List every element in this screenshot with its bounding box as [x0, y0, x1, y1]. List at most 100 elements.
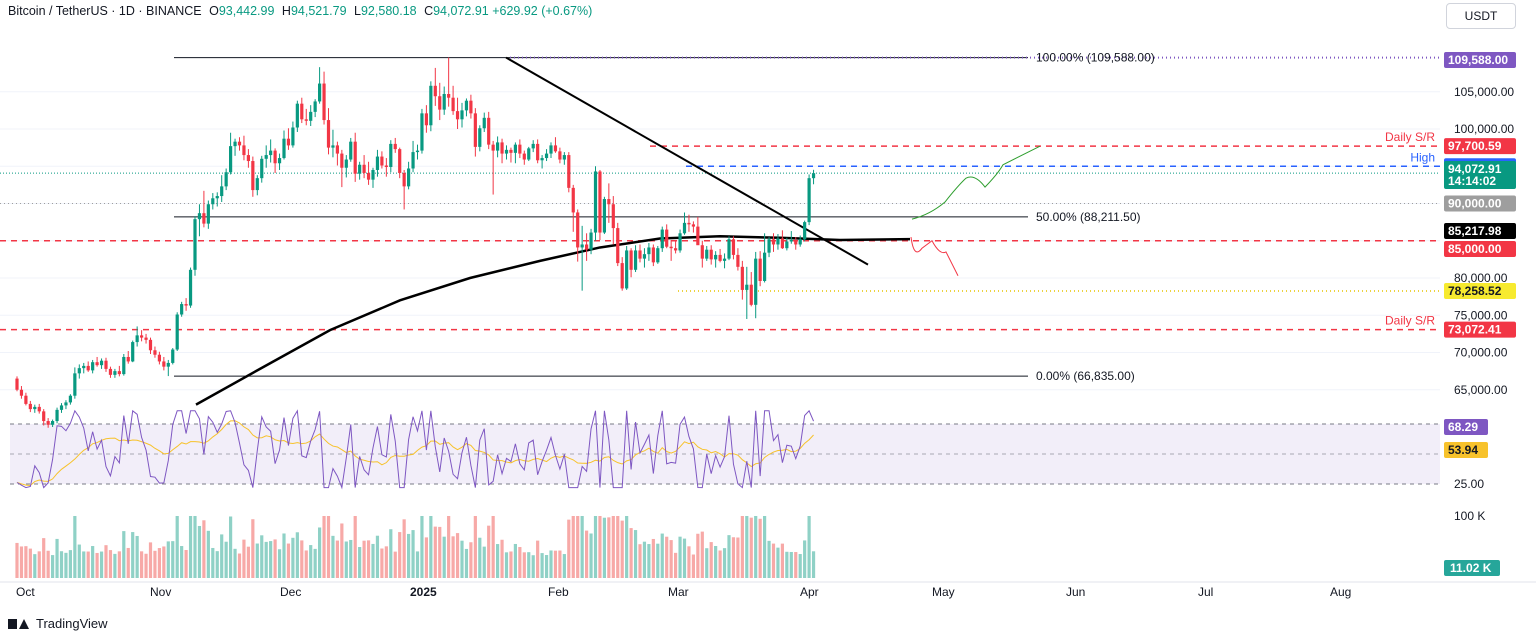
volume-bar — [206, 530, 210, 578]
volume-bar — [438, 526, 442, 578]
volume-bar — [157, 548, 161, 578]
volume-bar — [202, 520, 206, 578]
candle-body — [322, 83, 326, 121]
volume-bar — [758, 518, 762, 578]
candle-body — [335, 145, 339, 154]
volume-bar — [42, 538, 46, 578]
volume-bar — [447, 516, 451, 578]
candle-body — [188, 269, 193, 306]
candle-body — [789, 240, 793, 242]
volume-bar — [429, 516, 433, 578]
volume-bar — [153, 550, 157, 578]
price-tag-countdown: 14:14:02 — [1448, 174, 1496, 188]
candle-body — [99, 360, 104, 366]
volume-bar — [478, 537, 482, 578]
volume-bar — [99, 551, 104, 578]
volume-bar — [700, 531, 704, 578]
volume-bar — [496, 544, 500, 578]
candle-body — [246, 155, 250, 162]
volume-bar — [544, 555, 549, 578]
volume-bar — [442, 536, 446, 578]
candle-body — [46, 421, 50, 425]
time-tick-label: Feb — [548, 585, 569, 599]
volume-bar — [411, 530, 415, 578]
volume-bar — [358, 547, 362, 578]
candle-body — [73, 373, 77, 396]
candle-body — [691, 224, 695, 227]
volume-bar — [15, 542, 19, 578]
footer-brand[interactable]: TradingView — [8, 616, 108, 631]
volume-bar — [117, 551, 121, 578]
candle-body — [304, 119, 308, 121]
volume-bar — [651, 538, 655, 578]
candle-body — [255, 178, 259, 191]
candle-body — [42, 411, 46, 422]
volume-bar — [504, 552, 509, 578]
time-tick-label: Oct — [16, 585, 35, 599]
candle-body — [593, 171, 598, 233]
candle-body — [660, 229, 664, 249]
price-tag-label: 78,258.52 — [1448, 284, 1502, 298]
candle-body — [576, 212, 580, 248]
candle-body — [651, 247, 655, 263]
volume-bar — [286, 543, 291, 578]
volume-bar — [326, 516, 331, 578]
candle-body — [580, 244, 584, 248]
candle-body — [264, 155, 268, 159]
volume-bar — [229, 516, 233, 578]
descending-trendline — [505, 56, 869, 266]
volume-bar — [518, 547, 522, 578]
volume-bar — [366, 540, 371, 578]
candle-body — [91, 362, 95, 371]
price-tag-label: 94,072.91 — [1448, 162, 1502, 176]
candle-body — [424, 113, 428, 126]
volume-bar — [295, 532, 299, 578]
volume-bar — [282, 533, 286, 578]
volume-bar — [740, 516, 744, 578]
volume-bar — [665, 536, 669, 578]
currency-button[interactable]: USDT — [1446, 3, 1516, 29]
volume-bar — [384, 546, 388, 578]
volume-bar — [482, 546, 486, 578]
volume-bar — [714, 546, 718, 578]
candle-body — [785, 241, 789, 249]
candle-body — [117, 371, 121, 375]
candle-body — [28, 403, 32, 410]
price-tag — [1444, 282, 1516, 299]
volume-bar — [589, 533, 593, 578]
volume-bar — [322, 516, 326, 578]
candle-body — [113, 371, 117, 375]
volume-bar — [108, 550, 113, 578]
candle-body — [473, 113, 477, 147]
volume-bar — [304, 550, 308, 578]
volume-bar — [260, 535, 264, 578]
price-axis: 105,000.00 100,000.00 80,000.00 75,000.00 70… — [1444, 52, 1516, 576]
candle-body — [269, 150, 273, 156]
volume-bar — [696, 533, 700, 578]
rsi-ma-line — [16, 420, 814, 486]
price-tick-label: 75,000.00 — [1454, 308, 1508, 322]
candle-body — [754, 258, 758, 305]
candle-body — [326, 120, 331, 148]
symbol-label[interactable]: Bitcoin / TetherUS · 1D · BINANCE — [8, 4, 202, 18]
volume-bar — [255, 543, 259, 578]
volume-bar — [104, 545, 108, 578]
volume-bar — [540, 553, 544, 578]
annotation-label: High — [1410, 150, 1435, 164]
rsi-pane — [10, 409, 1440, 490]
volume-bar — [389, 529, 393, 578]
volume-bar — [95, 552, 99, 578]
candle-body — [77, 368, 81, 374]
candle-body — [531, 143, 535, 149]
candle-body — [767, 239, 771, 253]
rsi-line — [16, 409, 815, 490]
volume-bar — [625, 516, 629, 578]
volume-bar — [424, 537, 428, 578]
candle-body — [598, 171, 602, 233]
candle-body — [776, 238, 780, 245]
volume-bar — [273, 539, 277, 578]
volume-bar — [318, 527, 322, 578]
candle-body — [602, 199, 606, 233]
volume-bar — [798, 554, 802, 578]
